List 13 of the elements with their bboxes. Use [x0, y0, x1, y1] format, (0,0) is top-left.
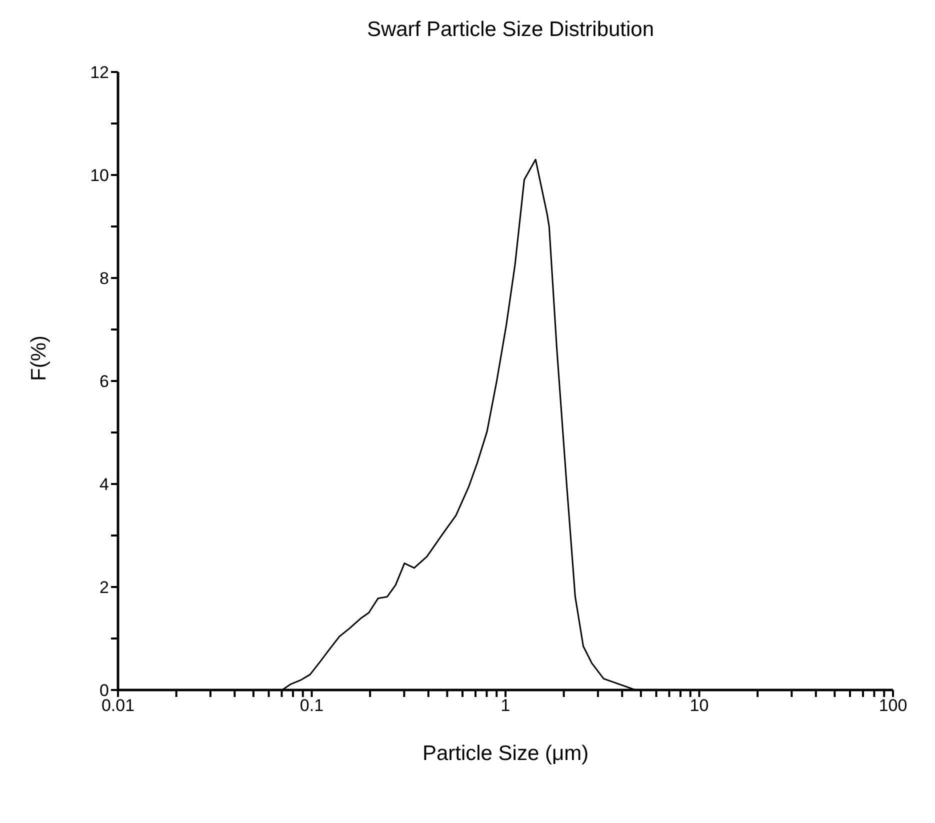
y-tick-label: 2: [100, 578, 109, 598]
y-tick-label: 10: [90, 166, 109, 186]
x-tick-label: 1: [500, 696, 510, 716]
x-tick-label: 10: [690, 696, 709, 716]
chart-title: Swarf Particle Size Distribution: [366, 18, 656, 42]
x-tick-label: 100: [878, 696, 908, 716]
x-axis-title: Particle Size (μm): [422, 742, 589, 765]
y-tick-label: 12: [90, 63, 109, 82]
y-tick-label: 4: [100, 475, 109, 494]
y-tick-label: 8: [100, 269, 109, 288]
x-tick-label: 0.1: [300, 696, 324, 716]
y-tick-label: 6: [100, 372, 109, 392]
y-axis-title: F(%): [27, 336, 50, 381]
